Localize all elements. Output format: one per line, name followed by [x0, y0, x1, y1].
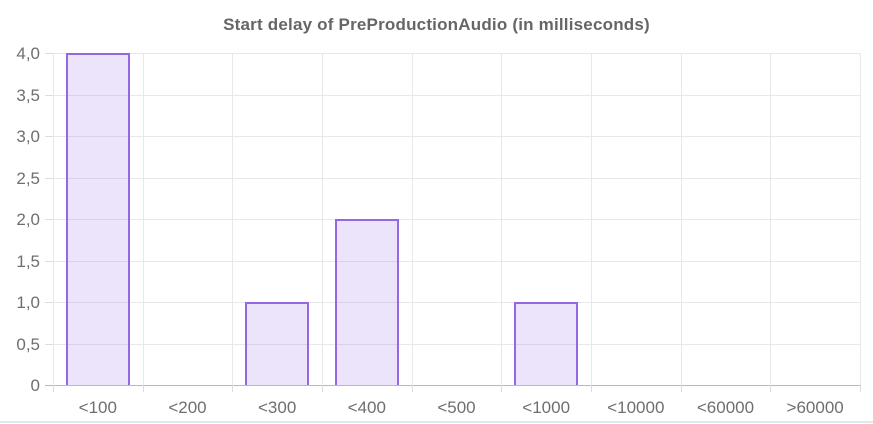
- y-gridline: [53, 53, 860, 54]
- x-axis-label: <500: [437, 398, 476, 417]
- x-axis-tick: [232, 385, 234, 392]
- y-axis-tick: [45, 53, 53, 54]
- y-axis-tick: [45, 302, 53, 303]
- y-axis-tick: [45, 94, 53, 96]
- x-axis-label: >60000: [786, 398, 844, 417]
- x-gridline: [680, 53, 682, 385]
- y-gridline: [53, 219, 860, 220]
- y-axis-label: 2,0: [16, 210, 40, 229]
- x-gridline: [142, 53, 144, 385]
- y-gridline: [53, 177, 860, 179]
- histogram-bar: [334, 219, 399, 385]
- x-axis-tick: [680, 385, 682, 392]
- zero-gridline: [53, 385, 860, 386]
- y-gridline: [53, 94, 860, 96]
- x-axis-tick: [860, 385, 861, 392]
- x-axis-tick: [770, 385, 772, 392]
- y-axis-label: 0: [30, 376, 40, 395]
- y-axis-label: 4,0: [16, 44, 40, 63]
- y-axis-tick: [45, 343, 53, 345]
- x-gridline: [770, 53, 772, 385]
- x-axis-label: <1000: [522, 398, 571, 417]
- y-axis-label: 0,5: [16, 334, 40, 354]
- x-axis-label: <100: [78, 398, 117, 417]
- x-axis-tick: [591, 385, 592, 392]
- x-gridline: [232, 53, 234, 385]
- x-gridline: [322, 53, 323, 385]
- y-axis-tick: [45, 260, 53, 262]
- x-axis-tick: [411, 385, 413, 392]
- y-axis-label: 3,0: [16, 127, 40, 146]
- x-axis-label: <200: [168, 398, 207, 417]
- chart-title: Start delay of PreProductionAudio (in mi…: [223, 15, 650, 34]
- x-gridline: [860, 53, 861, 385]
- y-axis-tick: [45, 219, 53, 220]
- x-axis-label: <10000: [607, 398, 665, 417]
- y-axis-label: 1,0: [16, 293, 40, 312]
- x-axis-tick: [501, 385, 503, 392]
- x-axis-tick: [142, 385, 144, 392]
- y-axis-label: 1,5: [16, 251, 40, 271]
- y-axis-tick: [45, 177, 53, 179]
- y-gridline: [53, 260, 860, 262]
- x-axis-tick: [53, 385, 54, 392]
- y-axis-tick: [45, 136, 53, 137]
- x-gridline: [501, 53, 503, 385]
- y-axis-label: 3,5: [16, 85, 40, 105]
- x-axis-label: <300: [258, 398, 297, 417]
- y-gridline: [53, 302, 860, 303]
- histogram-bar: [245, 302, 310, 385]
- y-axis-label: 2,5: [16, 168, 40, 188]
- x-axis-label: <400: [347, 398, 386, 417]
- x-axis-label: <60000: [696, 398, 755, 417]
- x-gridline: [411, 53, 413, 385]
- histogram-bar: [65, 53, 130, 385]
- y-axis-tick: [45, 385, 53, 386]
- x-axis-tick: [322, 385, 323, 392]
- bottom-divider: [0, 421, 873, 423]
- x-gridline: [53, 53, 54, 385]
- y-gridline: [53, 343, 860, 345]
- x-gridline: [591, 53, 592, 385]
- y-gridline: [53, 136, 860, 137]
- histogram-bar: [514, 302, 579, 385]
